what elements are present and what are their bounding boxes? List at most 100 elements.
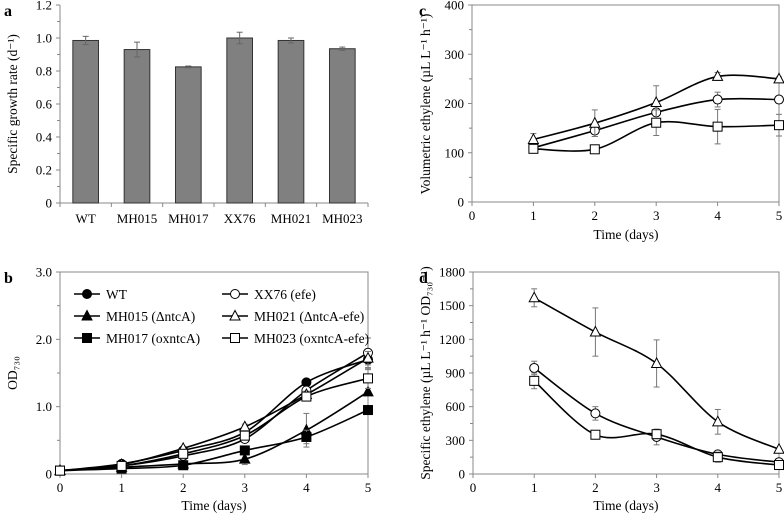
panel-d-ytick-label: 0 [459,467,466,482]
panel-c-ytick-label: 0 [458,195,465,210]
panel-a-ytick-label: 0 [46,196,53,211]
panel-a-ytick-label: 0.6 [36,97,53,112]
panel-b-ylabel: OD₇₃₀ [5,356,20,390]
panel-b-xtick-label: 0 [57,480,64,495]
panel-d-marker-triangle [773,442,784,454]
panel-b-marker-triangle [238,452,251,464]
category-label: MH015 [117,211,157,226]
panel-b-line-chart: 0 1.0 2.0 3.0 0 1 2 3 4 5 WT MH015 (ΔntcA) MH017 (ox… [36,265,374,495]
panel-b-marker-square [301,431,312,442]
panel-b-marker-square [178,460,189,471]
panel-c-xtick-label: 4 [714,208,721,223]
panel-b-marker-square [178,448,189,459]
panel-b-series-xx76 [55,337,373,476]
panel-d-xtick-label: 1 [531,480,538,495]
category-label: XX76 [224,211,256,226]
panel-b-marker-square [363,373,373,384]
panel-d-marker-triangle [711,415,724,427]
panel-d-xtick-label: 5 [776,480,783,495]
panel-b-marker-square [55,465,65,476]
panel-b-xtick-label: 4 [303,480,310,495]
panel-b-marker-square [301,391,312,402]
panel-b-marker-square [239,445,250,456]
panel-b-marker-square [116,460,127,471]
legend-label: MH021 (ΔntcA-efe) [254,309,364,324]
panel-c-xtick-label: 2 [592,208,599,223]
panel-c-marker-triangle [650,95,663,108]
panel-b-marker-square [239,430,250,441]
panel-b-legend-marker-square [82,333,92,343]
panel-label-c: c [419,3,426,20]
category-label: MH023 [322,211,362,226]
panel-b-legend-marker-triangle [229,309,241,321]
panel-d-marker-square [529,375,540,386]
panel-c-marker-square [651,117,662,128]
panel-c-xlabel: Time (days) [593,227,658,242]
panel-label-a: a [4,3,12,20]
panel-c-xtick-label: 5 [776,208,783,223]
panel-c-line-chart: 0 100 200 300 400 0 1 2 3 4 5 [445,0,784,223]
panel-d-marker-square [774,460,784,471]
panel-b-ytick-label: 3.0 [36,265,52,280]
panel-b-legend-marker-square [230,333,240,343]
panel-a-ytick-label: 1.0 [36,31,52,46]
bar-wt [72,39,100,204]
panel-c-marker-triangle [711,69,724,81]
panel-d-ytick-label: 300 [446,433,466,448]
panel-d-marker-triangle [528,291,541,303]
panel-d-marker-triangle [650,356,663,368]
bar-mh021 [277,39,305,204]
panel-b-legend-marker-triangle [81,309,93,321]
panel-c-xtick-label: 1 [530,208,537,223]
panel-b-legend-marker-circle [230,289,240,299]
bar-mh023 [329,48,356,204]
panel-d-series-mh021 [528,288,784,454]
panel-a-ytick-label: 0.2 [36,163,52,178]
panel-d-xtick-label: 3 [653,480,660,495]
panel-c-marker-circle [712,94,723,105]
legend-label: MH015 (ΔntcA) [106,309,195,324]
panel-c-marker-circle [774,94,784,105]
panel-d-plot-frame [472,271,780,475]
panel-b-xlabel: Time (days) [181,498,246,513]
series-line [59,377,369,472]
bar-xx76 [226,37,253,204]
panel-b-xtick-label: 2 [180,480,187,495]
panel-c-marker-triangle [588,116,601,128]
panel-d-ytick-label: 1500 [439,298,465,313]
panel-b-series-mh015 [54,385,374,476]
panel-c-series-mh023 [528,108,784,155]
legend-label: MH017 (oxntcA) [106,331,200,346]
panel-d-line-chart: 0 300 600 900 1200 1500 1800 0 1 2 3 4 5 [439,265,784,495]
panel-d-ytick-label: 1800 [439,265,465,280]
legend-label: WT [106,287,128,302]
bar-mh015 [123,49,151,204]
panel-c-marker-triangle [527,132,540,144]
panel-b-marker-square [363,405,373,416]
category-label: MH021 [271,211,311,226]
panel-b-xtick-label: 5 [365,480,372,495]
legend-label: XX76 (efe) [254,287,316,302]
category-label: MH017 [168,211,209,226]
category-label: WT [76,211,96,226]
panel-a-ytick-label: 0.8 [36,64,52,79]
panel-c-marker-square [712,121,723,132]
panel-c-ytick-label: 400 [445,0,465,13]
bar-mh017 [175,66,202,204]
panel-a-bar-chart: 0 0.2 0.4 0.6 0.8 1.0 1.2 WT MH015 MH017 XX76 MH021… [36,0,369,226]
panel-b-series-mh021 [54,350,374,476]
panel-b-marker-triangle [362,385,374,397]
panel-b-ytick-label: 1.0 [36,399,52,414]
panel-d-marker-square [651,429,662,440]
panel-c-marker-square [528,143,539,154]
panel-b-marker-triangle [362,351,374,363]
panel-a-ytick-label: 0.4 [36,130,53,145]
panel-b-legend-marker-circle [82,289,92,299]
panel-b-ytick-label: 0 [46,467,53,482]
panel-a-ytick-label: 1.2 [36,0,52,13]
panel-c-xtick-label: 0 [469,208,476,223]
legend-label: MH023 (oxntcA-efe) [254,331,369,346]
panel-c-ylabel: Volumetric ethylene (µL L⁻¹ h⁻¹) [418,14,433,195]
panel-d-ytick-label: 600 [446,399,466,414]
series-line [59,358,369,472]
